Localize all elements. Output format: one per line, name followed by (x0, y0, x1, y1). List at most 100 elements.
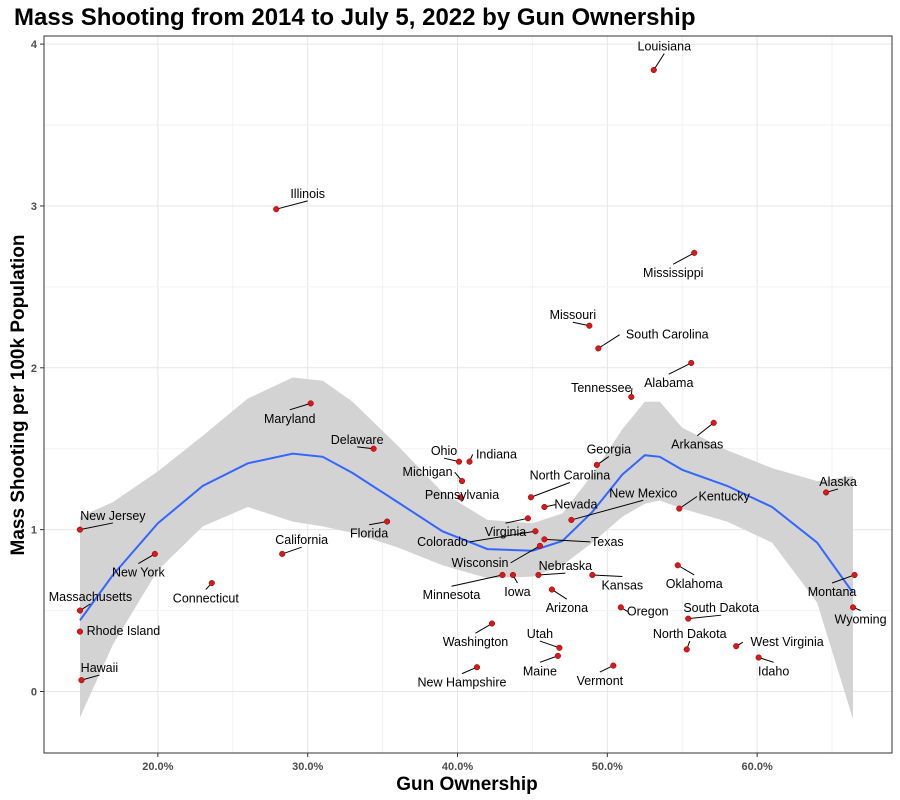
x-tick-label: 40.0% (442, 761, 473, 773)
point-label-texas: Texas (591, 535, 624, 549)
y-tick-label: 4 (31, 39, 38, 51)
x-axis-title: Gun Ownership (396, 774, 537, 795)
data-point-idaho (755, 654, 762, 661)
leader-line-montana (831, 574, 855, 584)
leader-line-maine (539, 655, 559, 663)
leader-line-colorado (469, 530, 536, 543)
point-label-kansas: Kansas (601, 579, 643, 593)
leader-line-minnesota (451, 574, 503, 587)
point-label-wyoming: Wyoming (835, 613, 887, 627)
data-point-connecticut (208, 580, 215, 587)
point-label-new-hampshire: New Hampshire (418, 676, 507, 690)
data-point-louisiana (650, 66, 657, 74)
point-label-new-york: New York (112, 566, 166, 580)
axis-layer: 20.0% 30.0% 40.0% 50.0% 60.0% 0 1 2 3 4 (31, 35, 893, 773)
data-point-north-dakota (683, 646, 690, 653)
leader-line-nebraska (538, 572, 566, 576)
data-point-delaware (370, 445, 377, 452)
y-tick-label: 1 (31, 525, 37, 537)
data-point-arkansas (710, 419, 717, 426)
point-label-michigan: Michigan (403, 465, 453, 479)
point-label-alabama: Alabama (644, 376, 693, 390)
data-point-wisconsin (536, 542, 543, 549)
data-point-maryland (307, 400, 314, 407)
point-label-tennessee: Tennessee (571, 381, 632, 395)
data-point-oregon (617, 604, 624, 611)
data-point-virginia (524, 515, 531, 522)
data-point-oklahoma (674, 562, 681, 569)
point-label-alaska: Alaska (819, 475, 857, 489)
leader-line-mississippi (673, 252, 695, 265)
confidence-band (80, 377, 853, 719)
data-point-mississippi (691, 249, 698, 256)
data-point-missouri (586, 322, 593, 329)
point-label-louisiana: Louisiana (638, 40, 692, 54)
data-point-north-carolina (527, 494, 534, 501)
point-label-illinois: Illinois (290, 187, 325, 201)
point-label-oklahoma: Oklahoma (666, 577, 723, 591)
data-point-illinois (273, 206, 280, 213)
point-label-california: California (275, 533, 328, 547)
y-tick-label: 3 (31, 201, 37, 213)
point-label-new-mexico: New Mexico (609, 486, 677, 500)
data-point-ohio (455, 458, 463, 465)
leader-line-south-dakota (688, 614, 722, 620)
plot-panel-border (43, 35, 893, 754)
data-point-alaska (823, 489, 830, 496)
data-point-florida (384, 518, 391, 525)
data-point-california (279, 550, 286, 557)
leader-line-oklahoma (677, 564, 695, 576)
point-label-massachusetts: Massachusetts (49, 590, 132, 604)
data-point-nevada (541, 503, 548, 511)
data-point-south-carolina (595, 345, 602, 352)
leader-line-alabama (668, 362, 692, 375)
data-point-colorado (532, 528, 539, 535)
leader-line-layer (79, 53, 861, 681)
point-label-pennsylvania: Pennsylvania (425, 488, 499, 502)
point-label-layer: Louisiana Illinois Mississippi Missouri Sout… (49, 40, 887, 690)
point-label-north-dakota: North Dakota (653, 627, 727, 641)
data-point-new-jersey (76, 526, 84, 533)
point-label-arizona: Arizona (546, 601, 588, 615)
point-label-nevada: Nevada (554, 498, 597, 512)
leader-line-arkansas (696, 422, 715, 437)
leader-line-illinois (276, 200, 308, 210)
leader-line-maryland (289, 402, 311, 411)
point-label-north-carolina: North Carolina (530, 468, 611, 482)
data-point-layer (76, 66, 858, 684)
x-tick-label: 30.0% (292, 761, 323, 773)
data-point-texas (541, 536, 548, 543)
point-label-maryland: Maryland (264, 412, 315, 426)
point-label-washington: Washington (443, 635, 509, 649)
confidence-band-layer (80, 377, 853, 719)
y-tick-label: 0 (31, 686, 37, 698)
point-label-hawaii: Hawaii (81, 661, 119, 675)
point-label-missouri: Missouri (550, 308, 597, 322)
data-point-minnesota (499, 571, 506, 579)
y-axis-title: Mass Shooting per 100k Population (8, 235, 29, 556)
point-label-nebraska: Nebraska (539, 559, 593, 573)
point-label-ohio: Ohio (431, 444, 457, 458)
point-label-oregon: Oregon (627, 604, 669, 618)
chart-title: Mass Shooting from 2014 to July 5, 2022 … (14, 4, 696, 31)
leader-line-virginia (505, 517, 529, 524)
point-label-minnesota: Minnesota (423, 588, 481, 602)
data-point-tennessee (628, 393, 635, 400)
smooth-line-layer (79, 452, 854, 621)
leader-line-wisconsin (510, 545, 541, 564)
leader-line-south-carolina (598, 334, 620, 349)
y-tick-label: 2 (31, 363, 37, 375)
leader-line-texas (544, 538, 591, 543)
leader-line-washington (475, 623, 493, 634)
point-label-west-virginia: West Virginia (751, 635, 824, 649)
data-point-montana (851, 571, 858, 579)
data-point-indiana (466, 458, 473, 465)
point-label-vermont: Vermont (577, 674, 624, 688)
leader-line-louisiana (653, 53, 665, 71)
data-point-hawaii (78, 677, 85, 684)
data-point-vermont (610, 662, 617, 669)
point-label-south-dakota: South Dakota (683, 601, 759, 615)
data-point-pennsylvania (457, 494, 464, 501)
data-point-nebraska (535, 571, 542, 579)
